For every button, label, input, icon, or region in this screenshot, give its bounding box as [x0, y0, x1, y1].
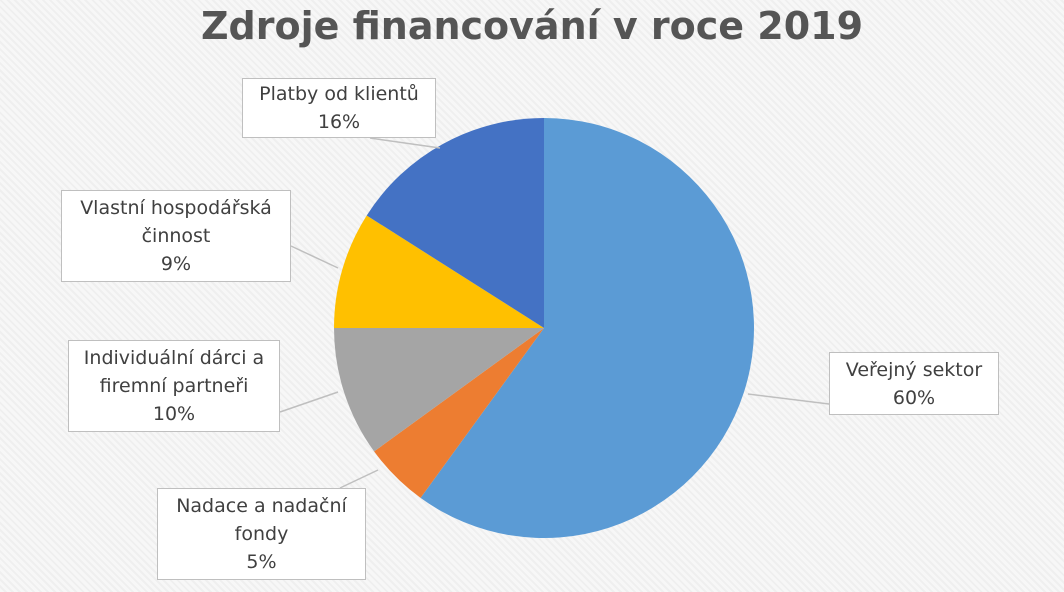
- pie-slice: [420, 118, 754, 538]
- data-label: Vlastní hospodářská činnost 9%: [61, 190, 291, 282]
- chart-title: Zdroje financování v roce 2019: [200, 4, 864, 48]
- pie-slice: [366, 118, 544, 328]
- pie-slice: [374, 328, 544, 498]
- leader-line: [290, 245, 339, 269]
- category-label: Nadace a nadační fondy: [176, 495, 347, 545]
- value-label: 9%: [160, 253, 192, 275]
- leader-line: [747, 393, 830, 405]
- pie-slice: [334, 215, 544, 328]
- value-label: 16%: [317, 111, 361, 133]
- leader-line: [339, 469, 379, 489]
- data-label: Individuální dárci a firemní partneři 10%: [68, 340, 280, 432]
- data-label: Veřejný sektor 60%: [829, 352, 999, 415]
- leader-line: [369, 137, 441, 149]
- data-label: Nadace a nadační fondy 5%: [157, 488, 366, 580]
- value-label: 5%: [246, 551, 277, 573]
- category-label: Individuální dárci a firemní partneři: [83, 347, 265, 397]
- category-label: Vlastní hospodářská činnost: [80, 197, 272, 247]
- value-label: 60%: [892, 386, 936, 409]
- leader-line: [279, 391, 339, 413]
- category-label: Veřejný sektor: [845, 358, 983, 381]
- data-label: Platby od klientů 16%: [242, 78, 436, 138]
- category-label: Platby od klientů: [259, 83, 419, 105]
- value-label: 10%: [152, 403, 196, 425]
- pie-slice: [334, 328, 544, 452]
